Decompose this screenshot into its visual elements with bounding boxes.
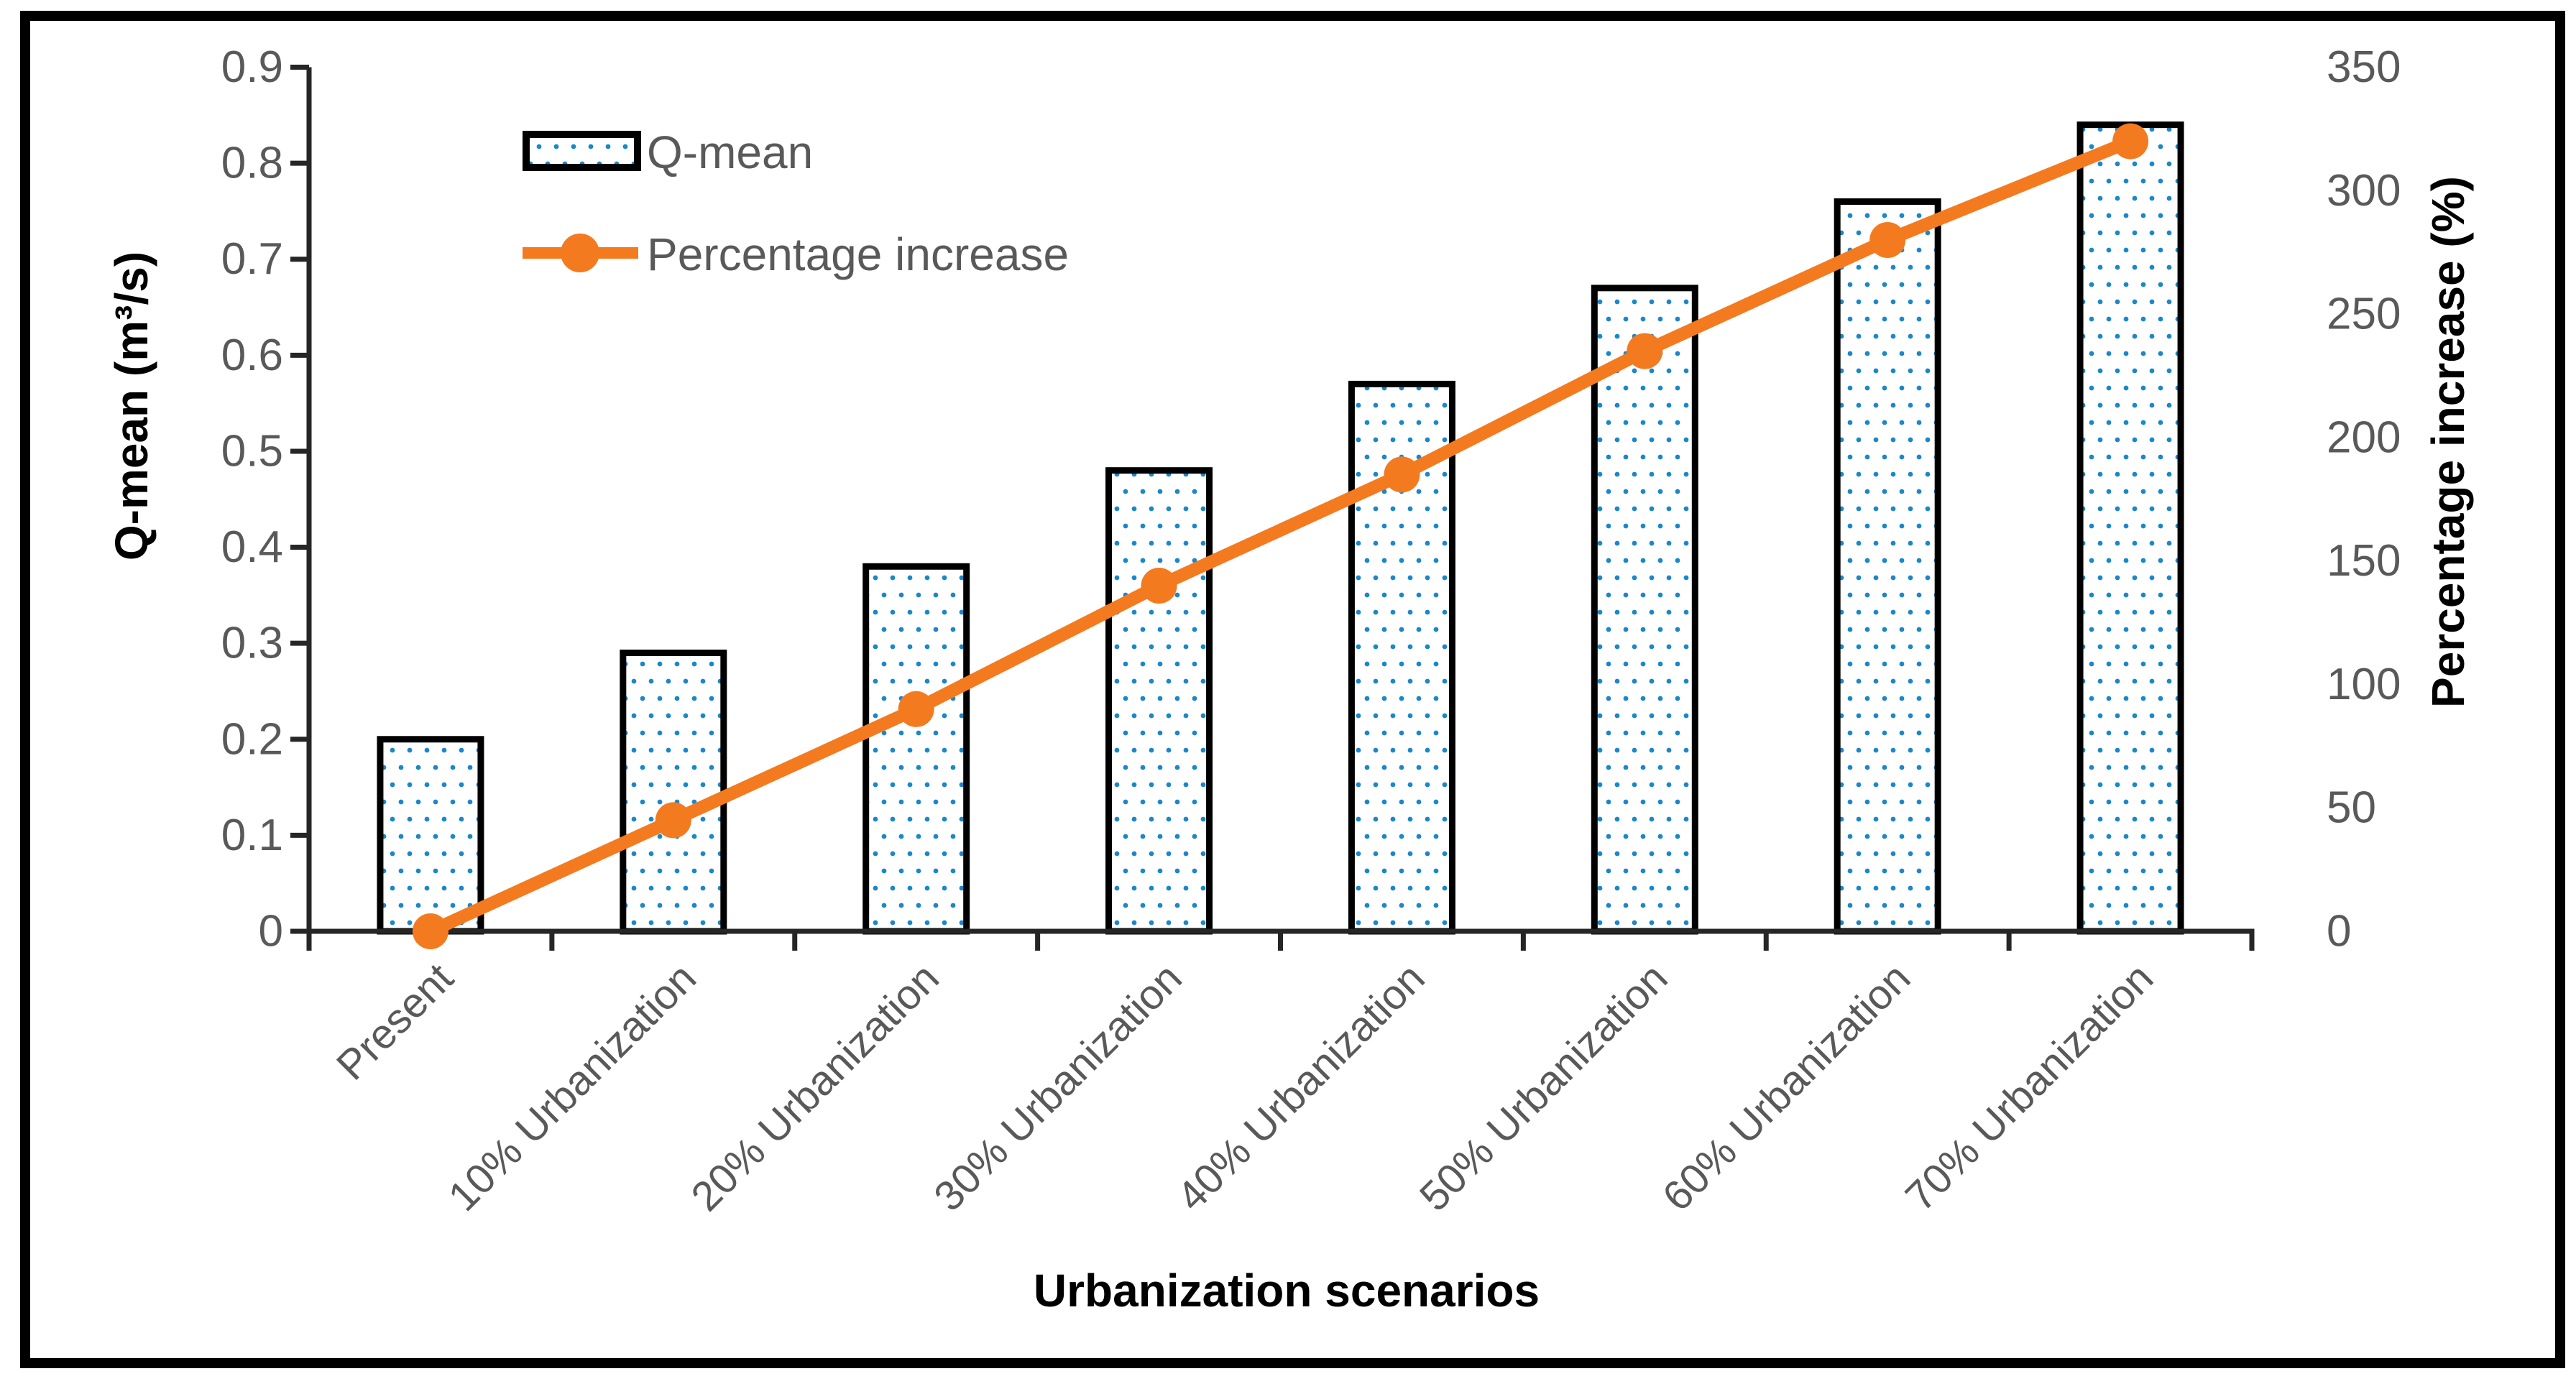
qmean-bar: [620, 650, 727, 935]
category-label: 40% Urbanization: [1168, 954, 1434, 1220]
left-tick-label: 0.7: [221, 234, 283, 284]
right-tick-label: 350: [2327, 42, 2401, 92]
right-tick-label: 0: [2327, 907, 2351, 956]
left-tick-label: 0: [259, 907, 283, 956]
percentage-increase-marker: [412, 913, 448, 949]
legend-percentage-label: Percentage increase: [647, 229, 1069, 280]
percentage-increase-marker: [1141, 568, 1177, 604]
legend-percentage-marker-icon: [561, 234, 599, 272]
left-axis-title: Q-mean (m³/s): [106, 252, 157, 560]
right-tick-label: 200: [2327, 412, 2401, 462]
left-tick-label: 0.1: [221, 811, 283, 860]
left-tick-label: 0.4: [221, 522, 283, 572]
left-tick-label: 0.9: [221, 42, 283, 92]
category-label: 20% Urbanization: [682, 954, 948, 1220]
category-label: 30% Urbanization: [925, 954, 1191, 1220]
qmean-bar: [1105, 467, 1213, 935]
qmean-bar: [1834, 198, 1941, 935]
right-tick-label: 50: [2327, 783, 2376, 833]
left-tick-label: 0.5: [221, 426, 283, 476]
right-tick-label: 100: [2327, 660, 2401, 709]
legend: Q-mean Percentage increase: [523, 126, 1069, 280]
percentage-increase-marker: [898, 691, 934, 727]
right-axis-title: Percentage increase (%): [2422, 176, 2474, 708]
percentage-increase-marker: [655, 802, 691, 839]
right-tick-label: 250: [2327, 290, 2401, 339]
right-tick-label: 300: [2327, 166, 2401, 216]
percentage-increase-marker: [2112, 123, 2149, 160]
left-tick-label: 0.8: [221, 139, 283, 188]
left-tick-label: 0.6: [221, 331, 283, 380]
category-label: Present: [328, 954, 462, 1089]
left-tick-label: 0.2: [221, 714, 283, 764]
plot-area: 0 0.1 0.2 0.3 0.4 0.5 0.6 0.7 0.8 0.9 0 50 100 150 200…: [221, 42, 2401, 1220]
category-label: 50% Urbanization: [1411, 954, 1677, 1220]
percentage-increase-marker: [1869, 222, 1906, 258]
percentage-increase-marker: [1627, 333, 1663, 369]
qmean-bar: [2076, 121, 2184, 935]
legend-qmean-label: Q-mean: [647, 126, 813, 178]
category-label: 60% Urbanization: [1654, 954, 1920, 1220]
x-axis-title: Urbanization scenarios: [1034, 1265, 1540, 1316]
qmean-bar: [1591, 285, 1698, 935]
right-tick-label: 150: [2327, 536, 2401, 586]
category-label: 70% Urbanization: [1897, 954, 2163, 1220]
left-tick-label: 0.3: [221, 619, 283, 668]
qmean-bar: [862, 563, 970, 935]
category-label: 10% Urbanization: [439, 954, 705, 1220]
percentage-increase-line: [423, 134, 2138, 938]
legend-qmean-swatch: [523, 131, 641, 171]
percentage-increase-marker: [1384, 456, 1420, 493]
qmean-bar: [377, 736, 484, 935]
